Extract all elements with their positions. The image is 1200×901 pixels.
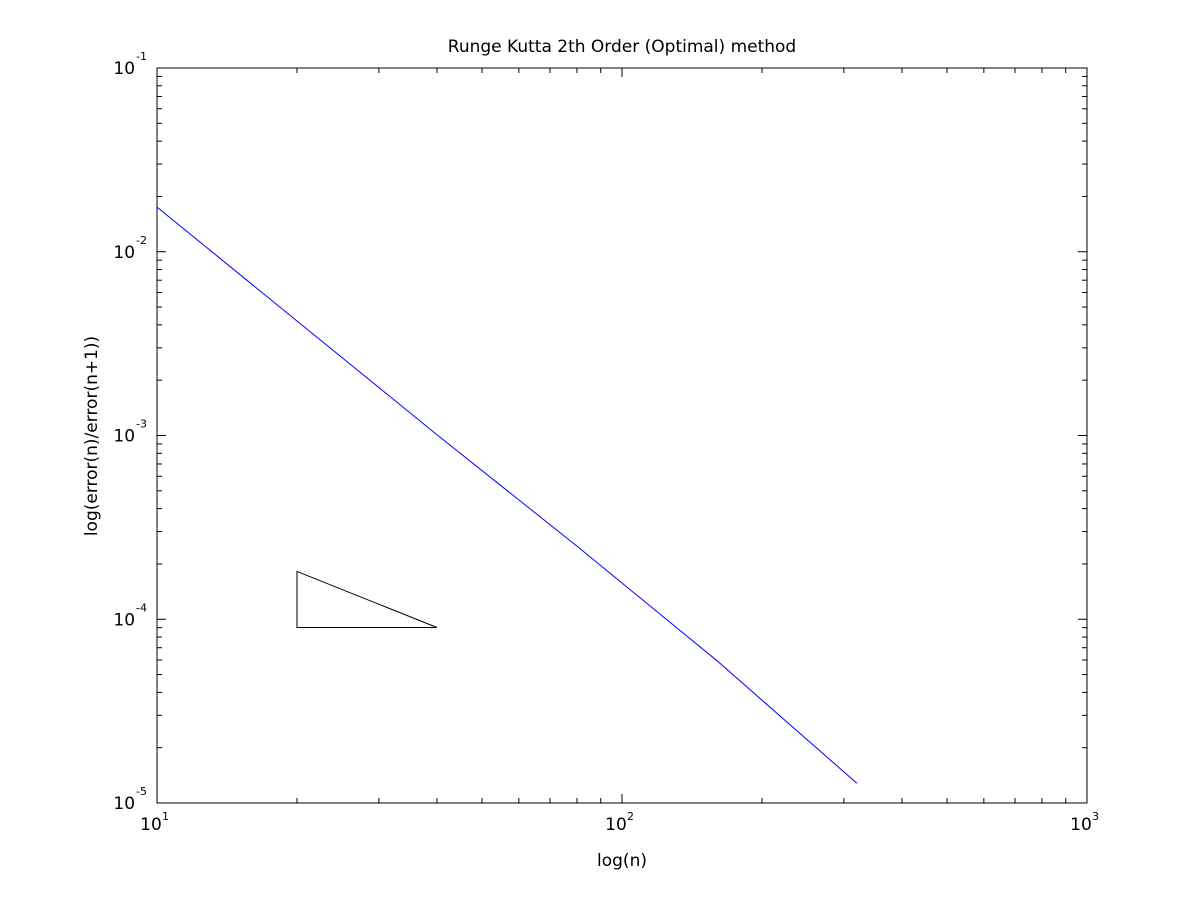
y-tick-label: 10 [113,427,135,447]
y-tick-exponent: -1 [136,50,147,63]
y-tick-exponent: -2 [136,234,147,247]
series-layer [156,206,858,784]
x-axis-title: log(n) [597,851,647,871]
y-tick-exponent: -4 [136,601,147,614]
chart-title: Runge Kutta 2th Order (Optimal) method [448,37,796,57]
y-tick-label: 10 [113,59,135,79]
x-tick-label: 10 [605,815,627,835]
plot-frame [156,67,1088,804]
series-line [156,206,858,784]
x-tick-label: 10 [140,815,162,835]
y-tick-label: 10 [113,794,135,814]
x-tick-exponent: 2 [627,810,634,823]
plot-area [156,67,1088,804]
y-tick-exponent: -5 [136,785,147,798]
y-tick-exponent: -3 [136,418,147,431]
x-tick-exponent: 1 [162,810,169,823]
y-tick-label: 10 [113,243,135,263]
x-tick-exponent: 3 [1092,810,1099,823]
slope-triangle-layer [296,570,438,628]
y-axis-title: log(error(n)/error(n+1)) [82,336,102,536]
x-tick-label: 10 [1070,815,1092,835]
y-tick-label: 10 [113,610,135,630]
axis-ticks [156,68,1088,804]
tick-labels: 10 1 10 2 10 3-510-410-310-210-110 [113,50,1099,835]
slope-triangle [296,570,438,628]
